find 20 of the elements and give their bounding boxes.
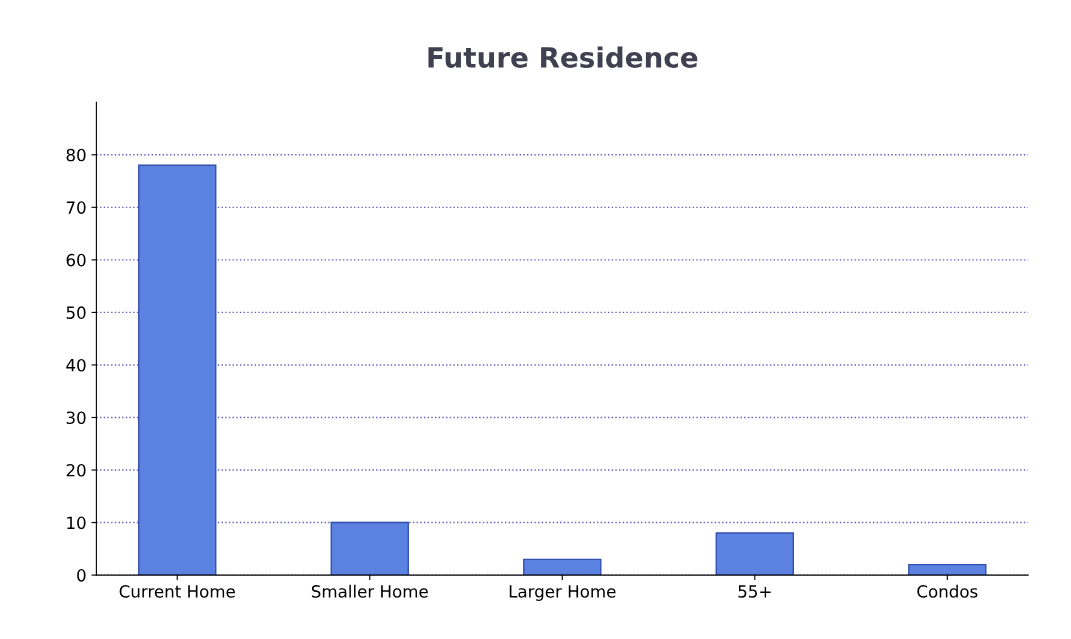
bar xyxy=(908,563,987,576)
bar xyxy=(138,164,217,576)
x-tick-label: Current Home xyxy=(119,585,235,598)
bar xyxy=(330,521,409,576)
y-tick-label: 50 xyxy=(66,306,86,319)
y-tick-label: 30 xyxy=(66,411,86,425)
y-tick-label: 70 xyxy=(66,201,86,214)
x-tick-label: Smaller Home xyxy=(311,584,428,598)
y-tick-label: 0 xyxy=(77,569,86,582)
y-tick-label: 10 xyxy=(67,516,86,530)
y-tick-label: 60 xyxy=(66,253,86,267)
bar xyxy=(523,558,602,576)
x-tick-label: Condos xyxy=(917,584,978,598)
bar xyxy=(715,532,794,576)
x-tick-label: Larger Home xyxy=(509,585,616,601)
y-tick-label: 20 xyxy=(66,463,86,477)
x-tick-label: 55+ xyxy=(738,585,771,598)
chart-title: Future Residence xyxy=(428,46,698,68)
y-tick-label: 40 xyxy=(66,358,86,372)
y-tick-label: 80 xyxy=(66,148,86,162)
